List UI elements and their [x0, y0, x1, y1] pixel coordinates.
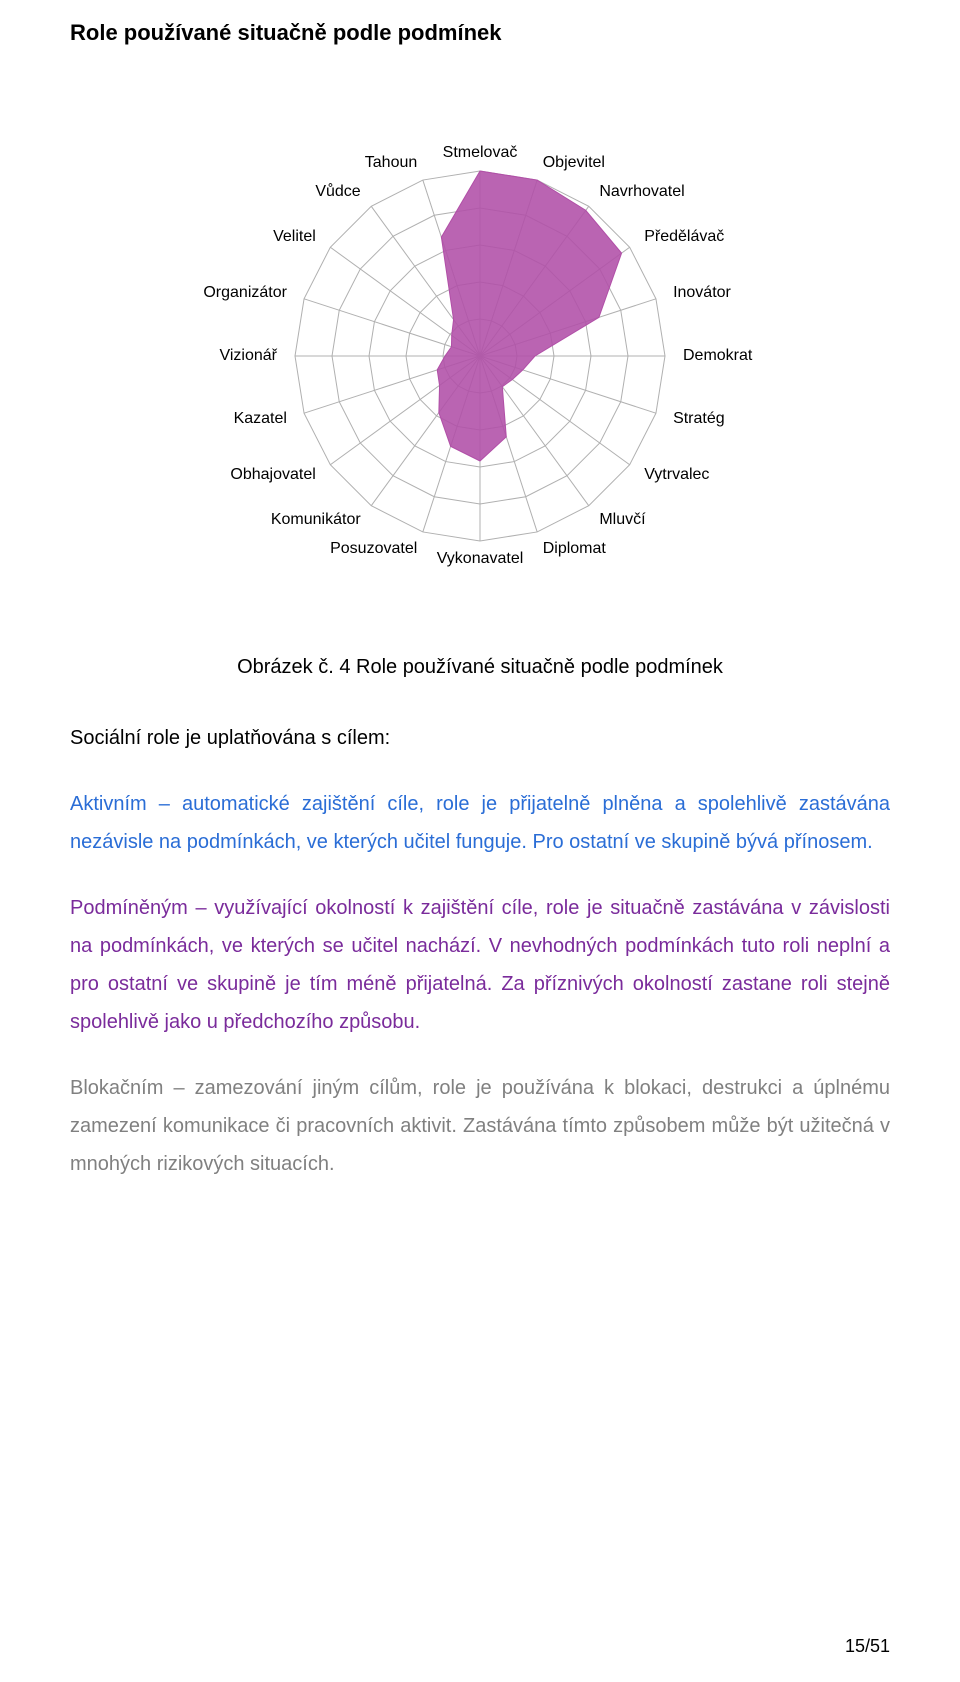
axis-label: Demokrat [683, 347, 752, 365]
p2-body: – využívající okolností k zajištění cíle… [70, 897, 890, 1033]
radar-chart: Stmelovač Objevitel Navrhovatel Předělávač I… [70, 76, 890, 636]
axis-label: Objevitel [543, 154, 605, 172]
paragraph-conditional: Podmíněným – využívající okolností k zaj… [70, 889, 890, 1041]
p2-lead: Podmíněným [70, 897, 188, 919]
axis-label: Vytrvalec [644, 466, 709, 484]
page-number: 15/51 [845, 1636, 890, 1657]
intro-line: Sociální role je uplatňována s cílem: [70, 719, 890, 757]
page-title: Role používané situačně podle podmínek [70, 20, 890, 46]
axis-label: Posuzovatel [330, 540, 417, 558]
axis-label: Vizionář [219, 347, 277, 365]
document-page: Role používané situačně podle podmínek S… [0, 0, 960, 1682]
axis-label: Diplomat [543, 540, 606, 558]
figure-caption: Obrázek č. 4 Role používané situačně pod… [70, 656, 890, 679]
axis-label: Tahoun [365, 154, 418, 172]
p3-lead: Blokačním [70, 1077, 163, 1099]
paragraph-active: Aktivním – automatické zajištění cíle, r… [70, 785, 890, 861]
axis-label: Obhajovatel [230, 466, 315, 484]
axis-label: Velitel [273, 228, 316, 246]
axis-label: Vůdce [315, 183, 360, 201]
paragraph-blocking: Blokačním – zamezování jiným cílům, role… [70, 1069, 890, 1183]
axis-label: Inovátor [673, 284, 731, 302]
axis-label: Stmelovač [443, 144, 518, 162]
p1-body: – automatické zajištění cíle, role je př… [70, 793, 890, 853]
axis-label: Komunikátor [271, 511, 361, 529]
axis-label: Organizátor [203, 284, 287, 302]
axis-label: Navrhovatel [599, 183, 684, 201]
axis-label: Stratég [673, 410, 725, 428]
axis-label: Předělávač [644, 228, 724, 246]
axis-label: Mluvčí [599, 511, 645, 529]
body-text: Sociální role je uplatňována s cílem: Ak… [70, 719, 890, 1183]
p1-lead: Aktivním [70, 793, 147, 815]
axis-label: Kazatel [234, 410, 287, 428]
p3-body: – zamezování jiným cílům, role je použív… [70, 1077, 890, 1175]
axis-label: Vykonavatel [437, 550, 524, 568]
